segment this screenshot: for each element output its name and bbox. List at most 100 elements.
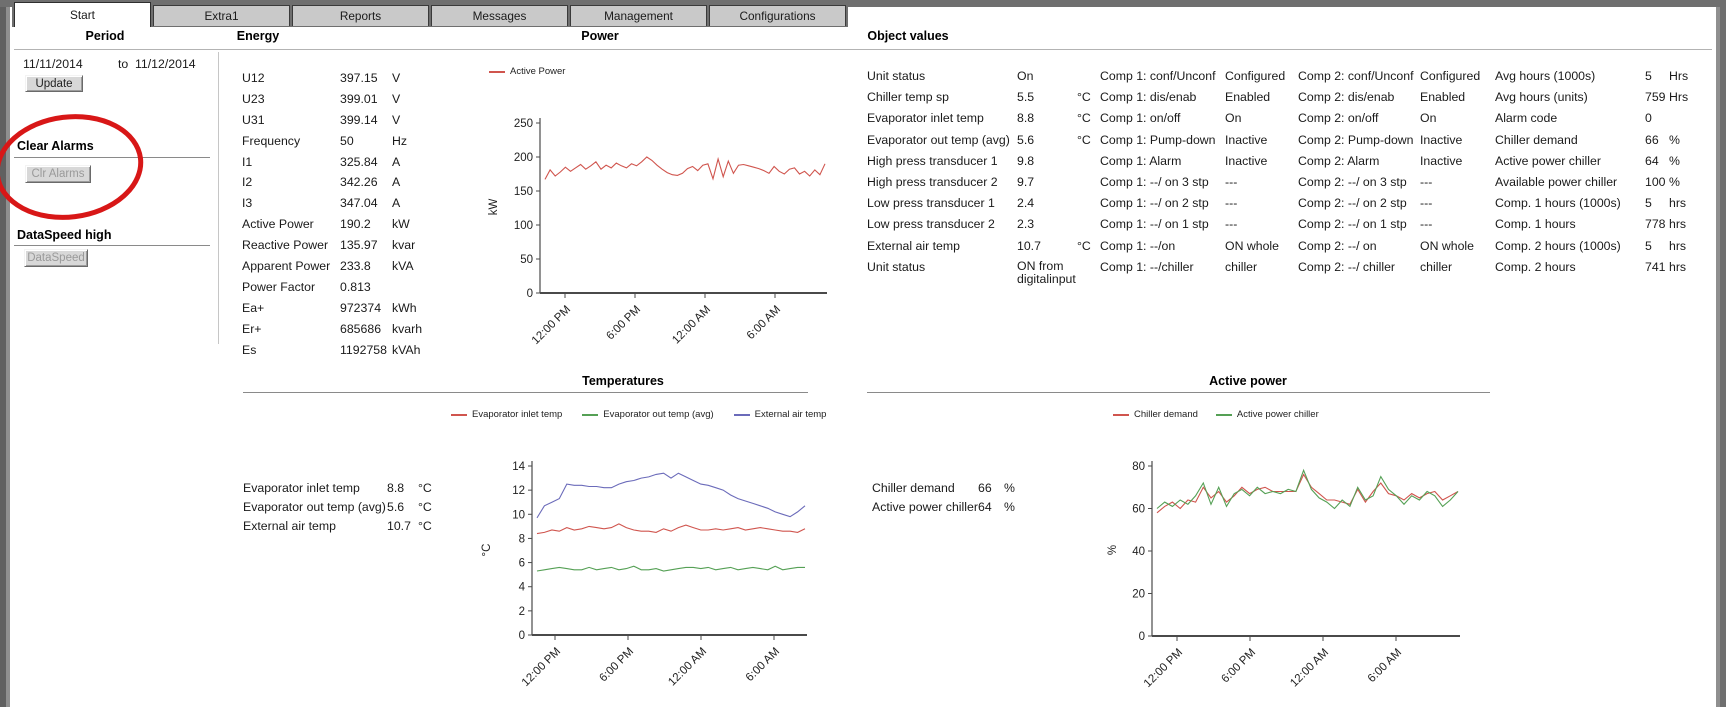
svg-text:12:00 AM: 12:00 AM [670,304,713,347]
ov-cell-b_value: Inactive [1225,153,1268,168]
energy-cell-value: 685686 [340,321,382,336]
tab-management[interactable]: Management [570,5,707,26]
temperature-readouts: Evaporator inlet temp 8.8 °C Evaporator out… [243,479,442,537]
svg-text:12:00 AM: 12:00 AM [1288,647,1331,690]
svg-text:%: % [1107,545,1119,555]
svg-text:12:00 AM: 12:00 AM [666,646,709,689]
legend-item: Evaporator inlet temp [451,409,562,420]
dataspeed-button[interactable]: DataSpeed [24,249,88,267]
date-range-to-label: to [118,57,129,71]
ov-cell-a_unit [1077,172,1100,193]
tab-reports[interactable]: Reports [292,5,429,26]
clear-alarms-divider [14,157,210,158]
ov-cell-c_label: Comp 2: conf/Unconf [1298,69,1414,83]
energy-cell-unit: kvar [392,238,416,253]
dataspeed-title: DataSpeed high [17,228,112,242]
energy-cell-unit: kvarh [392,321,423,336]
energy-cell-label: Ea+ [242,300,265,315]
ov-cell-b_value: --- [1225,174,1238,189]
ov-cell-a_label: External air temp [867,238,960,253]
svg-text:40: 40 [1132,546,1145,558]
energy-cell-label: I2 [242,175,253,190]
ov-cell-a_unit [1077,66,1100,87]
update-button[interactable]: Update [25,75,83,92]
tab-messages[interactable]: Messages [431,5,568,26]
svg-text:10: 10 [512,509,525,521]
temp-readout-unit: °C [418,500,432,515]
clr-alarms-button[interactable]: Clr Alarms [25,165,91,183]
temperatures-chart: 0 2 4 6 8 10 12 14 12:00 PM 6:00 PM 12:00 AM 6:00 A… [481,461,807,689]
ov-cell-b_value: chiller [1225,259,1258,274]
ov-cell-d_unit: Hrs [1669,90,1689,105]
date-to-field[interactable]: 11/12/2014 [135,57,196,71]
ov-cell-c_value: Configured [1420,69,1481,83]
ov-cell-c_label: Comp 2: --/ on 3 stp [1298,174,1407,189]
ap-readout-value: 64 [978,500,992,515]
ov-cell-c_label: Comp 2: --/ on 2 stp [1298,196,1407,211]
ap-readout-label: Active power chiller [872,500,978,515]
svg-text:150: 150 [514,186,533,198]
energy-cell-value: 342.26 [340,175,378,190]
svg-text:100: 100 [514,220,533,232]
temp-readout-value: 5.6 [387,500,405,515]
active-power-divider [867,392,1490,393]
ov-cell-d_unit: % [1669,132,1680,147]
ov-cell-d_value: 66 [1645,132,1659,147]
tab-configurations[interactable]: Configurations [709,5,846,26]
legend-label: Evaporator out temp (avg) [603,409,714,420]
power-chart-legend: Active Power [489,66,565,77]
ov-cell-b_value: --- [1225,196,1238,211]
red-circle-annotation [0,114,144,220]
legend-line-swatch [582,413,599,416]
ap-readout-value: 66 [978,481,992,495]
ov-cell-a_unit: °C [1077,111,1091,126]
ov-cell-a_label: High press transducer 1 [867,153,998,168]
temperatures-section-title: Temperatures [582,374,664,388]
svg-text:kW: kW [488,199,500,216]
svg-text:6:00 PM: 6:00 PM [604,304,643,343]
ov-cell-d_value: 759 [1645,90,1666,105]
tab-bar: Start Extra1 Reports Messages Management Conf… [12,0,848,27]
svg-text:6:00 AM: 6:00 AM [744,646,782,684]
svg-text:0: 0 [527,288,533,300]
ov-cell-b_label: Comp 1: --/ on 2 stp [1100,196,1209,211]
ov-cell-a_label: Unit status [867,69,926,83]
ov-cell-d_value: 741 [1645,259,1666,274]
date-from-field[interactable]: 11/11/2014 [23,57,83,71]
ov-cell-a_unit: °C [1077,132,1091,147]
energy-cell-unit: Hz [392,133,408,148]
ov-cell-a_value: On [1017,69,1034,83]
ov-cell-a_label: High press transducer 2 [867,174,998,189]
ov-cell-a_value: 9.8 [1017,153,1035,168]
ov-cell-d_unit: % [1669,174,1680,189]
tab-start[interactable]: Start [14,2,151,27]
ov-cell-c_value: Inactive [1420,153,1463,168]
tab-extra1[interactable]: Extra1 [153,5,290,26]
ov-cell-d_value: 5 [1645,196,1652,211]
ov-cell-c_value: --- [1420,196,1433,211]
energy-cell-value: 347.04 [340,196,378,211]
temp-readout-label: Evaporator out temp (avg) [243,500,386,515]
ov-cell-d_unit: hrs [1669,217,1687,232]
ov-cell-d_label: Avg hours (units) [1495,90,1588,105]
svg-text:6:00 PM: 6:00 PM [597,646,636,685]
dataspeed-divider [14,245,210,246]
svg-text:60: 60 [1132,504,1145,516]
active-power-readouts: Chiller demand 66% Active power chiller 64% [872,479,1022,517]
ov-cell-c_value: Enabled [1420,90,1466,105]
window-left-edge [0,7,10,707]
ov-cell-c_value: --- [1420,217,1433,232]
legend-label: Active Power [510,66,566,77]
legend-line-swatch [489,70,505,73]
svg-text:6:00 PM: 6:00 PM [1219,647,1258,686]
ov-cell-d_label: Chiller demand [1495,132,1578,147]
power-chart: 0 50 100 150 200 250 12:00 PM 6:00 PM 12:00 AM 6:… [488,118,827,347]
energy-cell-label: Er+ [242,321,262,336]
ov-cell-b_label: Comp 1: --/chiller [1100,259,1194,274]
energy-cell-value: 233.8 [340,259,371,274]
energy-cell-unit: A [392,196,401,211]
ov-cell-b_label: Comp 1: --/ on 3 stp [1100,174,1209,189]
ov-cell-d_value: 5 [1645,69,1652,83]
svg-text:2: 2 [519,606,525,618]
svg-text:250: 250 [514,118,533,130]
